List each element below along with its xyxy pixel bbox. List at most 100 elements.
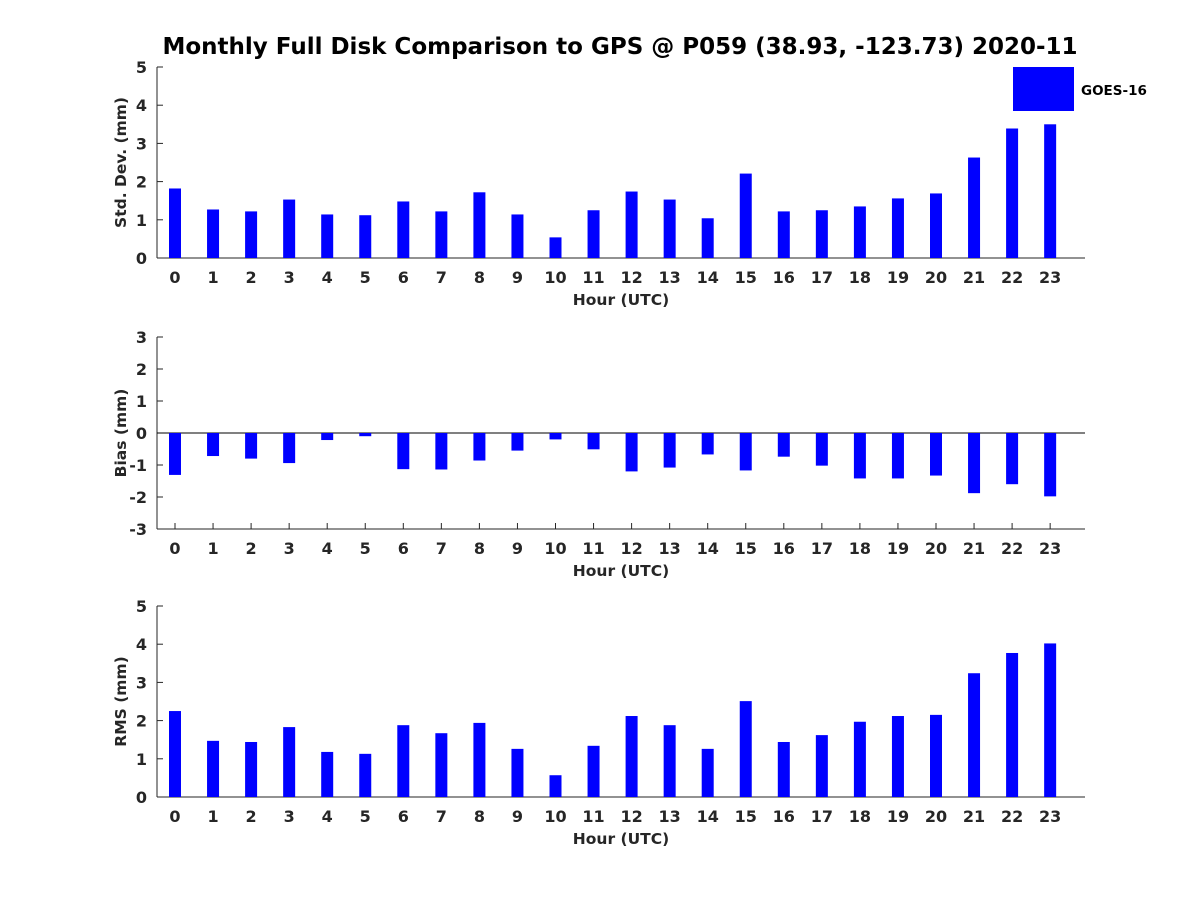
x-tick-label: 11 (582, 807, 604, 826)
bar-hour-21 (968, 157, 981, 258)
x-tick-label: 5 (360, 807, 371, 826)
x-tick-label: 3 (284, 268, 295, 287)
x-tick-label: 4 (322, 268, 333, 287)
bar-hour-19 (891, 716, 904, 797)
bar-hour-20 (930, 433, 942, 476)
x-tick-label: 11 (582, 539, 604, 558)
bar-hour-12 (625, 433, 638, 472)
x-tick-label: 17 (811, 539, 833, 558)
x-tick-label: 22 (1001, 268, 1023, 287)
y-tick-label: 4 (136, 96, 147, 115)
x-tick-label: 9 (512, 807, 523, 826)
y-tick-label: 3 (136, 673, 147, 692)
bar-hour-2 (245, 741, 258, 797)
x-tick-label: 19 (887, 807, 909, 826)
bar-hour-10 (549, 433, 562, 440)
bar-hour-9 (511, 214, 524, 258)
bar-hour-13 (663, 725, 676, 797)
bar-hour-5 (359, 753, 372, 797)
x-tick-label: 0 (169, 268, 180, 287)
x-tick-label: 9 (512, 539, 523, 558)
x-tick-label: 9 (512, 268, 523, 287)
bar-hour-15 (739, 433, 752, 471)
bar-hour-10 (549, 775, 562, 797)
x-tick-label: 15 (735, 268, 757, 287)
x-tick-label: 12 (620, 539, 642, 558)
y-tick-label: 3 (136, 328, 147, 347)
bar-hour-18 (853, 721, 866, 797)
x-tick-label: 16 (773, 268, 795, 287)
bar-hour-14 (701, 748, 714, 797)
x-tick-label: 10 (544, 807, 566, 826)
legend: GOES-16 (1013, 67, 1147, 111)
x-tick-label: 3 (284, 539, 295, 558)
y-axis-label: Std. Dev. (mm) (112, 97, 130, 228)
bar-hour-15 (739, 173, 752, 258)
x-tick-label: 20 (925, 807, 947, 826)
bar-hour-4 (321, 214, 334, 258)
y-tick-label: 0 (136, 249, 147, 268)
bar-hour-2 (245, 211, 258, 258)
bar-hour-20 (930, 714, 942, 797)
x-tick-label: 13 (659, 539, 681, 558)
bar-hour-9 (511, 433, 524, 451)
bar-hour-23 (1044, 643, 1057, 797)
x-tick-label: 1 (207, 268, 218, 287)
bar-hour-22 (1006, 652, 1019, 797)
x-axis-label: Hour (UTC) (573, 291, 669, 309)
bar-hour-7 (435, 433, 448, 470)
y-tick-label: 0 (136, 788, 147, 807)
y-tick-label: -1 (129, 456, 147, 475)
x-tick-label: 21 (963, 268, 985, 287)
bar-hour-17 (815, 735, 828, 797)
bar-hour-12 (625, 191, 638, 258)
bar-hour-0 (169, 711, 181, 797)
x-tick-label: 10 (544, 539, 566, 558)
x-tick-label: 3 (284, 807, 295, 826)
x-tick-label: 0 (169, 539, 180, 558)
bar-hour-21 (968, 673, 981, 797)
x-tick-label: 15 (735, 539, 757, 558)
x-tick-label: 14 (697, 807, 719, 826)
x-tick-label: 13 (659, 268, 681, 287)
bar-hour-6 (397, 201, 410, 258)
bar-hour-14 (701, 218, 714, 258)
bar-hour-7 (435, 211, 448, 258)
x-tick-label: 8 (474, 268, 485, 287)
y-tick-label: 1 (136, 392, 147, 411)
x-tick-label: 10 (544, 268, 566, 287)
x-tick-label: 5 (360, 539, 371, 558)
bar-hour-8 (473, 433, 486, 461)
x-tick-label: 13 (659, 807, 681, 826)
x-tick-label: 2 (246, 268, 257, 287)
y-tick-label: 2 (136, 712, 147, 731)
x-tick-label: 20 (925, 539, 947, 558)
x-tick-label: 23 (1039, 807, 1061, 826)
bar-hour-6 (397, 433, 410, 470)
x-tick-label: 7 (436, 268, 447, 287)
x-tick-label: 22 (1001, 807, 1023, 826)
bar-hour-15 (739, 701, 752, 797)
bar-hour-19 (891, 433, 904, 479)
chart-title: Monthly Full Disk Comparison to GPS @ P0… (162, 34, 1077, 60)
bar-hour-11 (587, 745, 600, 797)
x-tick-label: 1 (207, 539, 218, 558)
x-tick-label: 6 (398, 268, 409, 287)
x-tick-label: 21 (963, 807, 985, 826)
x-tick-label: 2 (246, 807, 257, 826)
legend-label-goes-16: GOES-16 (1081, 83, 1147, 99)
bar-hour-14 (701, 433, 714, 455)
x-tick-label: 15 (735, 807, 757, 826)
y-tick-label: 5 (136, 58, 147, 77)
bar-hour-7 (435, 733, 448, 797)
y-tick-label: -3 (129, 520, 147, 539)
x-tick-label: 14 (697, 539, 719, 558)
bar-hour-8 (473, 722, 486, 797)
x-tick-label: 12 (620, 268, 642, 287)
bar-hour-16 (777, 211, 790, 258)
x-tick-label: 20 (925, 268, 947, 287)
x-tick-label: 6 (398, 539, 409, 558)
